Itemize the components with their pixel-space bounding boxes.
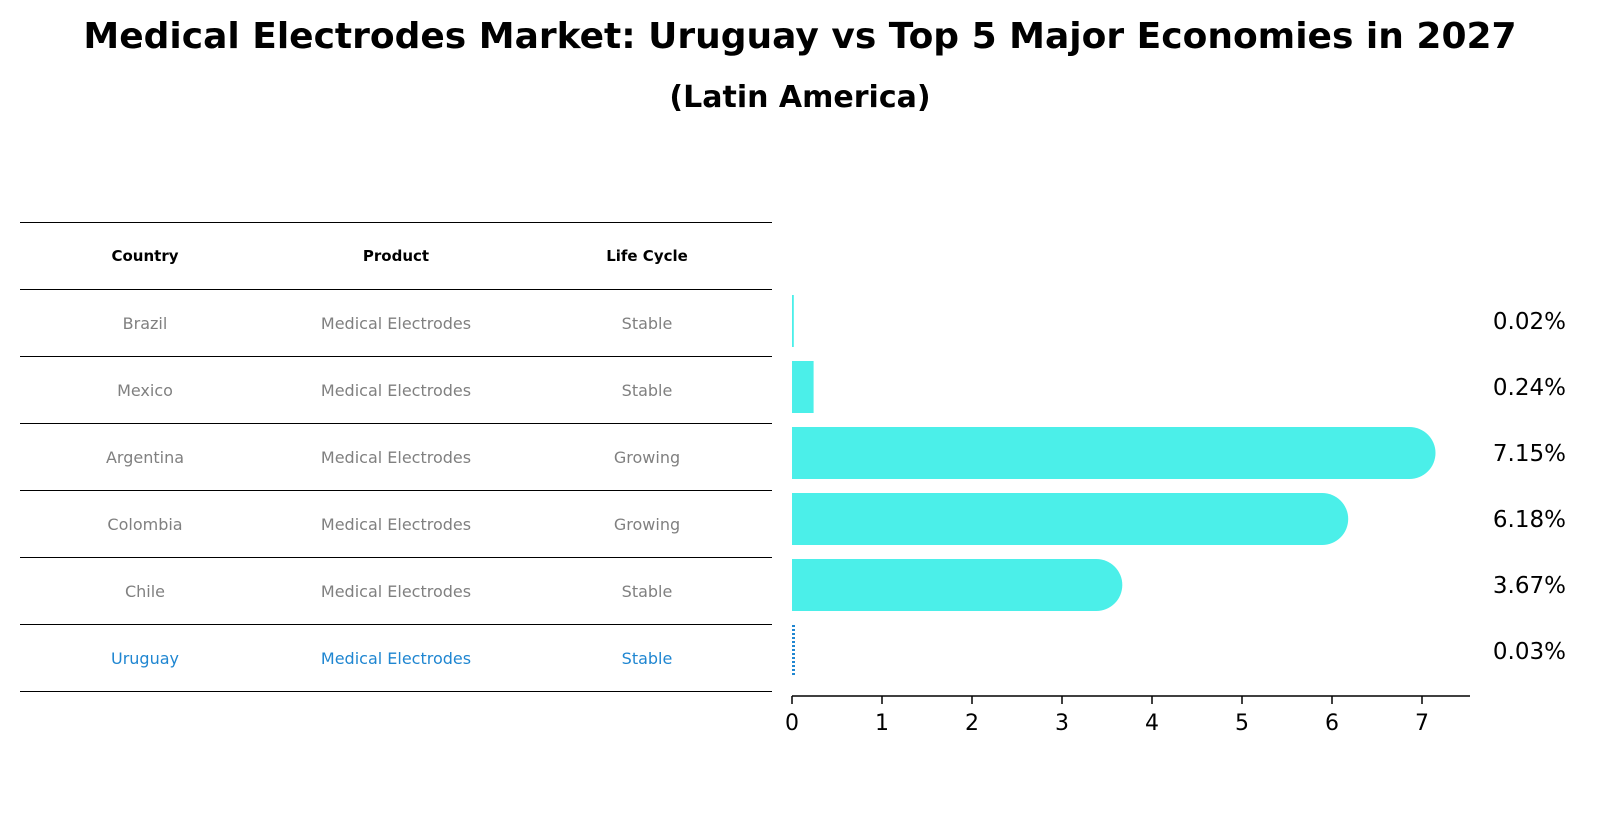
cell-product: Medical Electrodes xyxy=(320,648,472,668)
x-tick-label: 4 xyxy=(1145,711,1159,736)
value-label-brazil: 0.02% xyxy=(1493,309,1566,335)
cell-product: Medical Electrodes xyxy=(320,380,472,400)
chart-subtitle: (Latin America) xyxy=(669,80,931,115)
table-row-highlighted: Uruguay Medical Electrodes Stable xyxy=(20,625,772,692)
cell-country: Chile xyxy=(124,581,166,601)
x-tick-label: 5 xyxy=(1235,711,1249,736)
value-label-argentina: 7.15% xyxy=(1493,441,1566,467)
x-tick-label: 6 xyxy=(1325,711,1339,736)
table-header-row: Country Product Life Cycle xyxy=(20,222,772,290)
bar-colombia xyxy=(792,493,1349,545)
cell-life-cycle: Stable xyxy=(621,648,673,668)
cell-product: Medical Electrodes xyxy=(320,313,472,333)
x-tick-label: 3 xyxy=(1055,711,1069,736)
cell-country: Argentina xyxy=(105,447,185,467)
bar-brazil xyxy=(792,295,794,347)
cell-product: Medical Electrodes xyxy=(320,581,472,601)
table-row: Chile Medical Electrodes Stable xyxy=(20,558,772,625)
bar-chile xyxy=(792,559,1123,611)
table-row: Brazil Medical Electrodes Stable xyxy=(20,290,772,357)
cell-life-cycle: Stable xyxy=(621,313,673,333)
header-life-cycle: Life Cycle xyxy=(606,247,688,265)
cell-life-cycle: Stable xyxy=(621,380,673,400)
cell-product: Medical Electrodes xyxy=(320,514,472,534)
cell-life-cycle: Growing xyxy=(613,514,681,534)
cell-country: Brazil xyxy=(122,313,168,333)
bar-mexico xyxy=(792,361,814,413)
x-tick-label: 0 xyxy=(785,711,799,736)
cell-country: Mexico xyxy=(117,380,173,400)
value-label-colombia: 6.18% xyxy=(1493,507,1566,533)
header-country: Country xyxy=(111,247,179,265)
value-label-mexico: 0.24% xyxy=(1493,375,1566,401)
value-label-chile: 3.67% xyxy=(1493,573,1566,599)
cell-life-cycle: Stable xyxy=(621,581,673,601)
bar-argentina xyxy=(792,427,1436,479)
table-row: Mexico Medical Electrodes Stable xyxy=(20,357,772,424)
table-row: Colombia Medical Electrodes Growing xyxy=(20,491,772,558)
country-table: Country Product Life Cycle Brazil Medica… xyxy=(20,222,772,692)
x-tick-label: 7 xyxy=(1415,711,1429,736)
header-product: Product xyxy=(362,247,430,265)
chart-title: Medical Electrodes Market: Uruguay vs To… xyxy=(83,16,1517,57)
table-row: Argentina Medical Electrodes Growing xyxy=(20,424,772,491)
x-tick-label: 1 xyxy=(875,711,889,736)
cell-country: Colombia xyxy=(107,514,183,534)
cell-life-cycle: Growing xyxy=(613,447,681,467)
value-label-uruguay: 0.03% xyxy=(1493,639,1566,665)
cell-product: Medical Electrodes xyxy=(320,447,472,467)
cell-country: Uruguay xyxy=(111,648,179,668)
x-tick-label: 2 xyxy=(965,711,979,736)
